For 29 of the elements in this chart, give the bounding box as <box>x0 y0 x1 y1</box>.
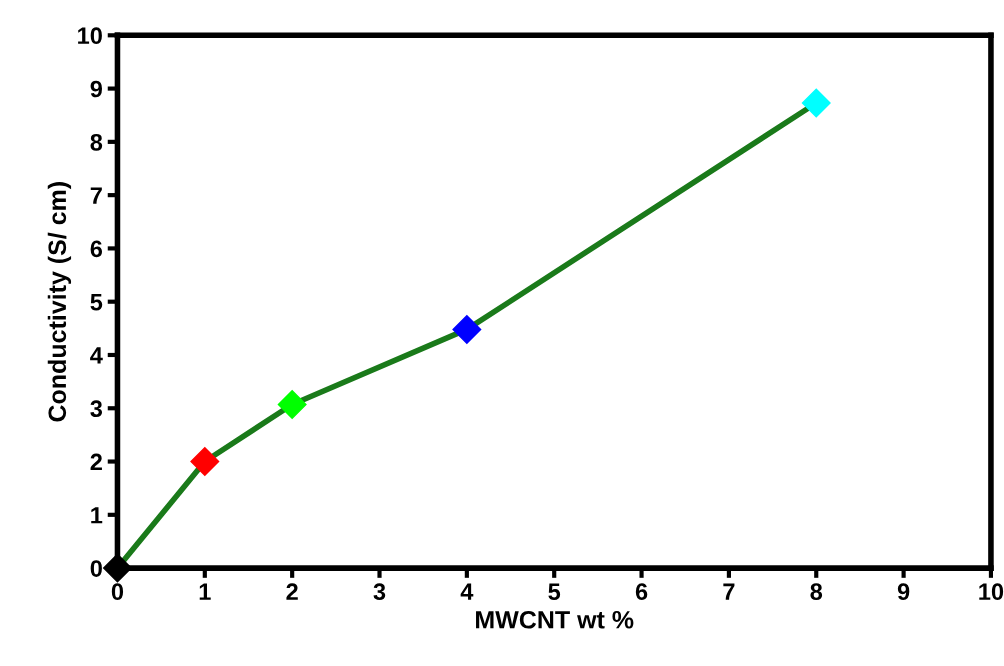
x-tick-label: 3 <box>373 583 386 601</box>
y-tick-label: 8 <box>90 133 103 151</box>
point <box>801 88 831 118</box>
x-axis-title: MWCNT wt % <box>476 610 634 629</box>
y-tick-label: 3 <box>90 400 103 418</box>
x-tick-label: 8 <box>810 583 823 601</box>
x-tick-label: 2 <box>286 583 298 600</box>
y-tick-label: 2 <box>90 453 102 471</box>
y-tick-label: 10 <box>78 27 102 45</box>
y-tick-label: 5 <box>90 294 103 311</box>
point <box>190 447 220 476</box>
y-tick-label: 9 <box>90 80 103 98</box>
x-tick-label: 9 <box>897 583 910 601</box>
y-tick-label: 0 <box>90 560 102 577</box>
point <box>277 390 307 419</box>
x-tick-label: 1 <box>199 583 211 600</box>
x-tick-label: 0 <box>111 583 124 601</box>
point <box>452 314 482 344</box>
x-tick-label: 7 <box>723 583 735 600</box>
y-tick-label: 7 <box>90 187 102 204</box>
y-tick-label: 4 <box>90 347 103 364</box>
y-tick-label: 1 <box>91 507 103 524</box>
x-tick-label: 4 <box>460 583 474 600</box>
x-tick-label: 5 <box>548 583 561 601</box>
x-tick-label: 10 <box>979 583 1004 601</box>
point <box>103 553 132 583</box>
y-tick-label: 6 <box>90 240 103 258</box>
x-tick-label: 6 <box>635 583 648 601</box>
y-axis-title: Conductivity (S/ cm) <box>47 182 72 422</box>
